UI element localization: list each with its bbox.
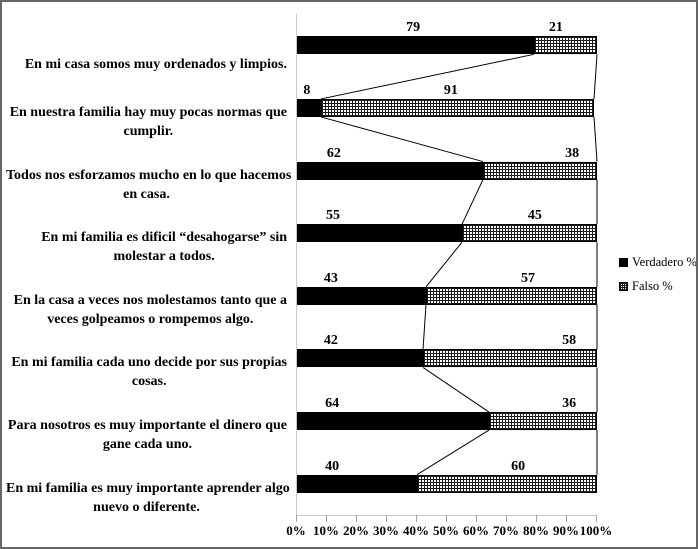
category-label: En la casa a veces nos molestamos tanto … [13,292,287,327]
x-axis-tick-label: 100% [579,523,613,538]
value-label-falso: 36 [562,396,577,412]
verdadero-segment [297,349,423,368]
value-label-verdadero: 64 [325,396,340,412]
x-axis-tick-label: 0% [286,523,306,538]
falso-segment [462,224,597,243]
x-axis-tick-label: 80% [523,523,549,538]
category-label: En mi familia es muy importante aprender… [6,480,290,515]
x-axis-tick [356,515,357,522]
bar-row: 55 45 [297,202,597,265]
value-label-verdadero: 43 [323,270,338,286]
category-label: En nuestra familia hay muy pocas normas … [9,104,287,139]
x-axis-tick [536,515,537,522]
legend: Verdadero % Falso % [619,250,697,298]
x-axis-tick-label: 90% [553,523,579,538]
series-connector-lines [320,53,598,476]
verdadero-segment [297,36,534,55]
value-label-verdadero: 79 [406,20,421,36]
value-label-verdadero: 42 [323,333,338,349]
category-label: En mi familia es dificil “desahogarse” s… [41,230,287,265]
x-axis-tick [296,515,297,522]
category-label: Todos nos esforzamos mucho en lo que hac… [6,167,292,202]
verdadero-segment [297,286,426,305]
value-label-falso: 45 [527,208,542,224]
x-axis-tick [446,515,447,522]
x-axis-tick [506,515,507,522]
verdadero-segment [297,474,417,493]
falso-segment [321,98,594,117]
falso-segment [426,286,597,305]
x-axis-tick [326,515,327,522]
x-axis-tick-label: 30% [373,523,399,538]
x-axis-tick [416,515,417,522]
value-label-falso: 38 [565,145,580,161]
value-label-verdadero: 40 [325,458,340,474]
x-axis-tick [596,515,597,522]
bar-row: 40 60 [297,452,597,515]
verdadero-segment [297,98,321,117]
plot-area: 79 21 8 91 62 38 55 45 43 57 42 58 64 36 40 60 [296,14,598,516]
falso-segment [483,161,597,180]
falso-segment [417,474,597,493]
value-label-verdadero: 62 [326,145,341,161]
bar-row: 43 57 [297,265,597,328]
value-label-falso: 21 [548,20,563,36]
bar-row: 64 36 [297,390,597,453]
verdadero-swatch-icon [619,257,628,267]
falso-segment [489,412,597,431]
x-axis-tick-label: 40% [403,523,429,538]
x-axis-tick-label: 60% [463,523,489,538]
category-label: En mi casa somos muy ordenados y limpios… [24,56,287,72]
x-axis-tick-label: 20% [343,523,369,538]
bar-row: 42 58 [297,327,597,390]
value-label-verdadero: 8 [303,82,311,98]
x-axis-tick [476,515,477,522]
legend-label-verdadero: Verdadero % [632,254,697,269]
x-axis-tick-label: 50% [433,523,459,538]
bar-row: 8 91 [297,77,597,140]
value-label-verdadero: 55 [326,208,340,224]
bar-row: 62 38 [297,139,597,202]
value-label-falso: 60 [511,458,526,474]
value-label-falso: 57 [521,270,535,286]
x-axis-tick-label: 70% [493,523,519,538]
x-axis-tick [386,515,387,522]
verdadero-segment [297,161,483,180]
legend-item-falso: Falso % [619,274,696,298]
bar-row: 79 21 [297,14,597,77]
category-label: En mi familia cada uno decide por sus pr… [11,355,287,390]
verdadero-segment [297,412,489,431]
falso-segment [534,36,597,55]
x-axis-tick-label: 10% [313,523,339,538]
legend-label-falso: Falso % [632,278,673,293]
falso-swatch-icon [619,281,628,291]
x-axis-tick [566,515,567,522]
verdadero-segment [297,224,462,243]
falso-segment [423,349,597,368]
value-label-falso: 91 [443,82,458,98]
value-label-falso: 58 [562,333,577,349]
category-axis: En mi casa somos muy ordenados y limpios… [6,2,292,547]
category-label: Para nosotros es muy importante el diner… [7,418,287,453]
legend-item-verdadero: Verdadero % [619,250,697,274]
